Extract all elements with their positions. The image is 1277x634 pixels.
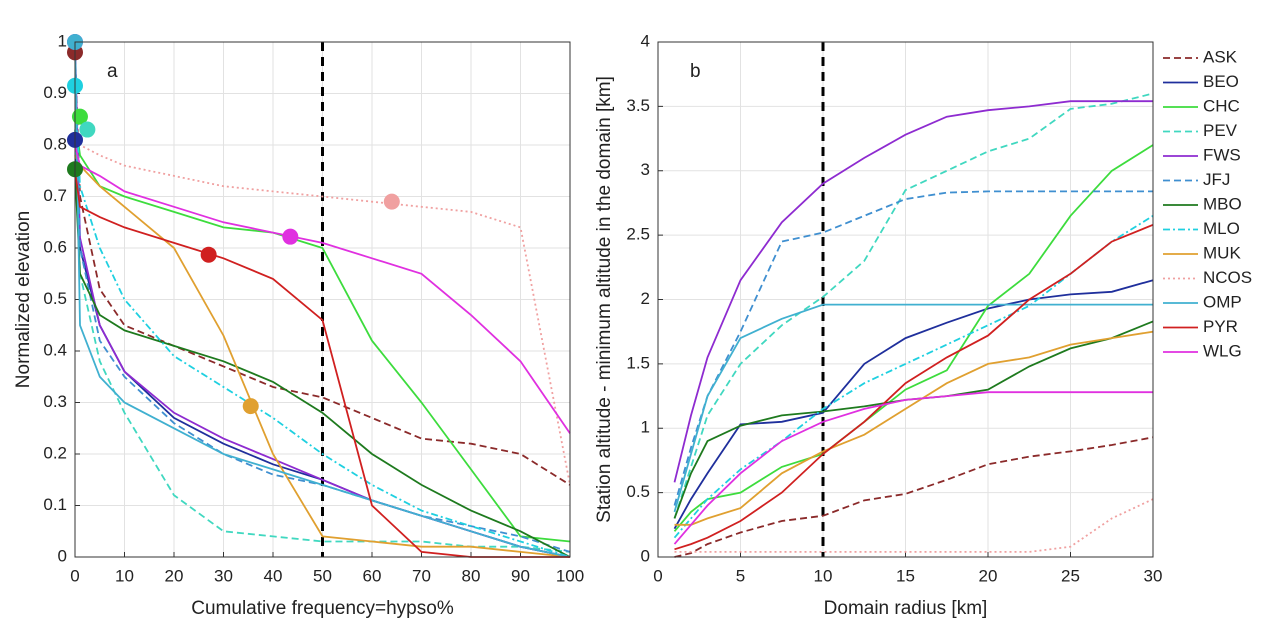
series-line: [673, 215, 1154, 539]
marker: [242, 398, 259, 415]
legend-label: ASK: [1203, 47, 1238, 66]
x-tick-label: 25: [1061, 566, 1080, 585]
x-tick-label: 30: [214, 566, 233, 585]
marker: [282, 228, 299, 245]
series-line: [673, 100, 1153, 483]
legend-label: NCOS: [1203, 268, 1252, 287]
x-tick-label: 30: [1144, 566, 1163, 585]
x-tick-label: 20: [165, 566, 184, 585]
y-tick-label: 1: [58, 31, 67, 50]
series-line: [674, 498, 1154, 553]
y-tick-label: 0.9: [43, 83, 67, 102]
x-tick-label: 100: [556, 566, 584, 585]
x-tick-label: 5: [736, 566, 745, 585]
x-tick-label: 0: [70, 566, 79, 585]
series-line: [74, 41, 571, 558]
panel-label: b: [690, 61, 701, 82]
series-line: [74, 85, 571, 558]
x-tick-label: 90: [511, 566, 530, 585]
x-tick-label: 70: [412, 566, 431, 585]
legend-label: JFJ: [1203, 170, 1230, 189]
marker: [71, 108, 88, 125]
x-tick-label: 40: [264, 566, 283, 585]
legend-label: FWS: [1203, 145, 1241, 164]
y-tick-label: 0.3: [43, 392, 67, 411]
x-tick-label: 80: [462, 566, 481, 585]
marker: [200, 246, 217, 263]
x-axis-label: Cumulative frequency=hypso%: [191, 598, 454, 619]
marker: [383, 193, 400, 210]
series-line: [74, 134, 571, 486]
series-line: [673, 279, 1154, 530]
series-line: [673, 303, 1153, 513]
series-line: [673, 144, 1154, 532]
x-axis-label: Domain radius [km]: [824, 598, 988, 619]
series-line: [674, 436, 1154, 558]
y-tick-label: 3.5: [626, 96, 650, 115]
legend-label: PEV: [1203, 121, 1238, 140]
x-tick-label: 10: [115, 566, 134, 585]
series-line: [674, 330, 1154, 526]
panel: 0 10 20 30 40 50 60 70 80 90 100 0 0.1 0.2 0.3 0.4 0.5 0.…: [13, 31, 584, 619]
y-tick-label: 0.4: [43, 340, 67, 359]
x-tick-label: 60: [363, 566, 382, 585]
y-tick-label: 0.8: [43, 134, 67, 153]
marker: [79, 121, 96, 138]
x-tick-label: 20: [979, 566, 998, 585]
legend-label: MUK: [1203, 243, 1241, 262]
y-tick-label: 0.6: [43, 237, 67, 256]
y-tick-label: 0: [641, 546, 650, 565]
series-line: [74, 144, 571, 434]
axes-box: [74, 41, 571, 558]
y-tick-label: 0.5: [43, 289, 67, 308]
legend-label: CHC: [1203, 96, 1240, 115]
y-tick-label: 0.1: [43, 495, 67, 514]
x-tick-label: 0: [653, 566, 662, 585]
legend: ASK BEO CHC PEV FWS JFJ MBO MLO MUK NCOS OMP PYR WLG: [1163, 47, 1252, 360]
y-tick-label: 1.5: [626, 353, 650, 372]
series-line: [673, 92, 1154, 519]
series-line: [674, 223, 1154, 551]
y-tick-label: 0.5: [626, 482, 650, 501]
legend-label: MLO: [1203, 219, 1240, 238]
y-tick-label: 1: [641, 418, 650, 437]
x-tick-label: 15: [896, 566, 915, 585]
series-line: [74, 52, 571, 486]
panel-label: a: [107, 61, 118, 82]
y-tick-label: 3: [641, 160, 650, 179]
y-tick-label: 2: [641, 289, 650, 308]
x-tick-label: 10: [814, 566, 833, 585]
y-tick-label: 0.7: [43, 186, 67, 205]
axes-box: [657, 41, 1154, 558]
x-tick-label: 50: [313, 566, 332, 585]
y-tick-label: 2.5: [626, 225, 650, 244]
series-line: [74, 169, 571, 558]
y-axis-label: Normalized elevation: [13, 211, 34, 388]
series-line: [673, 391, 1153, 545]
legend-label: MBO: [1203, 194, 1242, 213]
panel: 0 5 10 15 20 25 30 0 0.5 1 1.5 2 2.5 3 3.5 4 b Domain rad…: [594, 31, 1252, 619]
y-tick-label: 0.2: [43, 443, 67, 462]
series-line: [74, 154, 571, 558]
legend-label: BEO: [1203, 72, 1239, 91]
y-tick-label: 4: [641, 31, 650, 50]
y-axis-label: Station altitude - minimum altitude in t…: [594, 76, 615, 523]
legend-label: PYR: [1203, 317, 1238, 336]
legend-label: WLG: [1203, 341, 1242, 360]
y-tick-label: 0: [58, 546, 67, 565]
legend-label: OMP: [1203, 292, 1242, 311]
